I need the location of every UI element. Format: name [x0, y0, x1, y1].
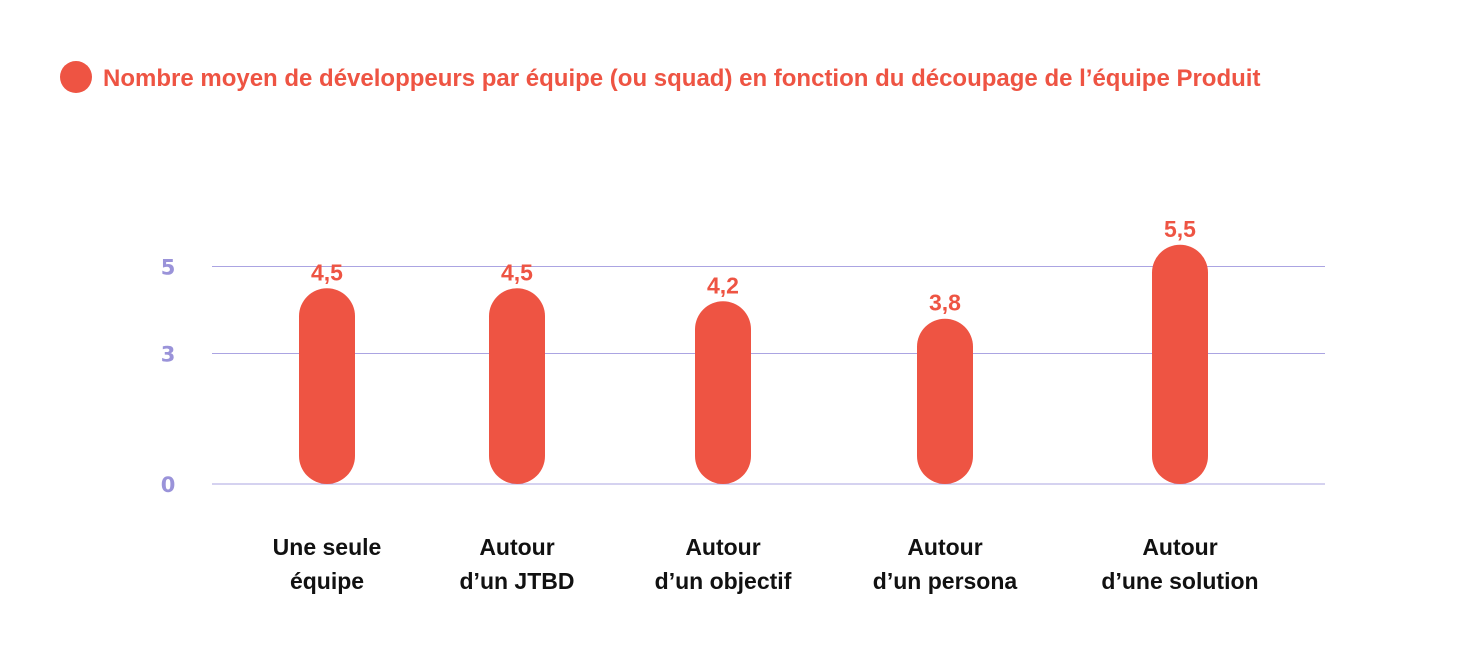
- bars: [299, 244, 1208, 484]
- category-label: d’un JTBD: [460, 568, 575, 594]
- value-label: 5,5: [1164, 216, 1196, 242]
- y-tick-label: 3: [161, 343, 176, 367]
- value-label: 4,5: [501, 259, 533, 285]
- legend-marker-icon: [60, 61, 92, 93]
- category-label: Autour: [907, 534, 982, 560]
- gridlines: [212, 266, 1325, 485]
- category-label: Autour: [685, 534, 760, 560]
- bar: [695, 301, 751, 484]
- value-label: 3,8: [929, 290, 961, 316]
- category-label: d’un objectif: [655, 568, 792, 594]
- value-label: 4,5: [311, 259, 343, 285]
- category-label: d’une solution: [1101, 568, 1258, 594]
- bar: [299, 288, 355, 484]
- value-labels: 4,5 4,5 4,2 3,8 5,5: [311, 216, 1196, 316]
- category-label: équipe: [290, 568, 364, 594]
- y-tick-label: 0: [161, 473, 176, 497]
- bar: [917, 318, 973, 484]
- category-label: Une seule: [273, 534, 382, 560]
- category-labels: Une seule équipe Autour d’un JTBD Autour d’un…: [273, 534, 1259, 594]
- category-label: d’un persona: [873, 568, 1018, 594]
- bar: [1152, 244, 1208, 484]
- y-tick-label: 5: [161, 256, 176, 280]
- y-axis-ticks: 0 3 5: [161, 256, 176, 498]
- chart-title: Nombre moyen de développeurs par équipe …: [103, 65, 1260, 92]
- category-label: Autour: [479, 534, 554, 560]
- bar: [489, 288, 545, 484]
- category-label: Autour: [1142, 534, 1217, 560]
- value-label: 4,2: [707, 272, 739, 298]
